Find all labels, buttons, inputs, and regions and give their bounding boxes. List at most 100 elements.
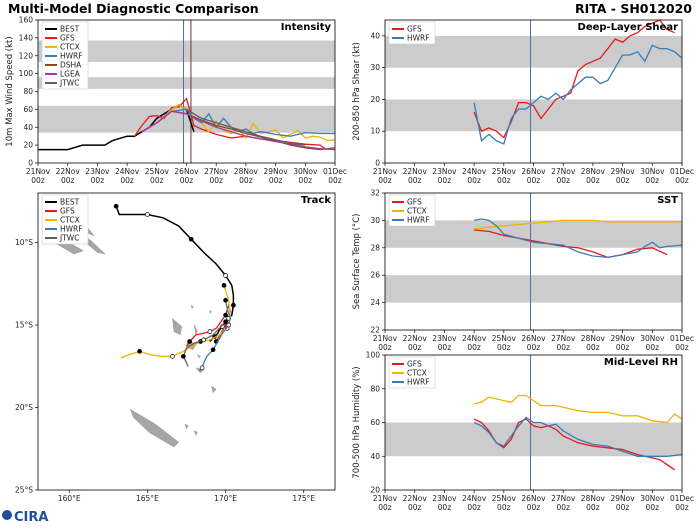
land-mass-10	[193, 430, 198, 437]
shear-xtick-label: 29Nov	[611, 167, 636, 176]
shear-ytick-label: 10	[370, 127, 380, 136]
sst-ytick-label: 30	[370, 216, 380, 225]
intensity-legend-label-ctcx: CTCX	[60, 43, 80, 52]
sst-xtick-label: 28Nov	[581, 334, 606, 343]
intensity-band-1	[38, 77, 335, 89]
intensity-ylabel: 10m Max Wind Speed (kt)	[5, 36, 15, 146]
rh-xtick-label-hour: 00z	[378, 503, 392, 512]
intensity-xtick-label-hour: 00z	[299, 176, 313, 185]
track-point-hwrf	[223, 297, 228, 303]
shear-band-0	[385, 99, 682, 132]
intensity-ytick-label: 80	[23, 87, 33, 96]
shear-series-hwrf	[473, 44, 683, 145]
shear-xtick-label-hour: 00z	[408, 176, 422, 185]
shear-panel: 01020304021Nov00z22Nov00z23Nov00z24Nov00…	[352, 19, 694, 185]
track-panel: 160°E 165°E 170°E 175°E 10°S 15°S 20°S 25°S Trac…	[15, 192, 336, 503]
track-legend-label-jtwc: JTWC	[59, 234, 79, 243]
track-point-best	[231, 302, 236, 308]
rh-xtick-label-hour: 00z	[408, 503, 422, 512]
sst-xtick-label-hour: 00z	[438, 343, 452, 352]
sst-xtick-label-hour: 00z	[675, 343, 689, 352]
rh-xtick-label-hour: 00z	[675, 503, 689, 512]
track-frame	[37, 192, 336, 491]
track-point-hwrf	[199, 365, 205, 371]
intensity-xtick-label-hour: 00z	[269, 176, 283, 185]
sst-ytick-label: 32	[370, 189, 380, 198]
track-xtick-label: 170°E	[214, 494, 237, 503]
track-series-best	[115, 205, 235, 343]
sst-xtick-label: 26Nov	[521, 334, 546, 343]
shear-xtick-label: 26Nov	[521, 167, 546, 176]
rh-xtick-label: 22Nov	[403, 494, 428, 503]
storm-id: RITA - SH012020	[575, 1, 692, 16]
intensity-xtick-label-hour: 00z	[61, 176, 75, 185]
intensity-xtick-label-hour: 00z	[239, 176, 253, 185]
shear-xtick-label: 23Nov	[432, 167, 457, 176]
sst-series-hwrf	[473, 218, 683, 259]
rh-series-ctcx	[473, 394, 683, 424]
intensity-series-lgea	[141, 110, 336, 151]
track-point-jtwc	[223, 319, 228, 325]
intensity-legend-label-hwrf: HWRF	[60, 52, 83, 61]
intensity-ytick-label: 20	[23, 141, 33, 150]
sst-xtick-label: 24Nov	[462, 334, 487, 343]
rh-legend-label-hwrf: HWRF	[407, 378, 430, 387]
sst-ytick-label: 28	[370, 243, 380, 252]
shear-xtick-label: 30Nov	[640, 167, 665, 176]
rh-xtick-label: 29Nov	[611, 494, 636, 503]
rh-xtick-label: 21Nov	[373, 494, 398, 503]
sst-xtick-label: 29Nov	[611, 334, 636, 343]
land-mass-5	[172, 317, 183, 336]
rh-xtick-label: 28Nov	[581, 494, 606, 503]
land-mass-4	[129, 408, 179, 448]
sst-legend-label-ctcx: CTCX	[407, 207, 427, 216]
track-ytick-label: 10°S	[15, 238, 33, 247]
intensity-xtick-label-hour: 00z	[91, 176, 105, 185]
rh-ytick-label: 60	[370, 418, 380, 427]
figure-title: Multi-Model Diagnostic Comparison	[8, 1, 259, 16]
rh-xtick-label: 26Nov	[521, 494, 546, 503]
intensity-xtick-label-hour: 00z	[180, 176, 194, 185]
shear-xtick-label-hour: 00z	[616, 176, 630, 185]
shear-title: Deep-Layer Shear	[578, 22, 679, 33]
intensity-ytick-label: 60	[23, 105, 33, 114]
intensity-xtick-label-hour: 00z	[31, 176, 45, 185]
sst-xtick-label: 01Dec	[670, 334, 694, 343]
shear-legend-label-gfs: GFS	[407, 25, 422, 34]
intensity-xtick-label: 25Nov	[145, 167, 170, 176]
shear-xtick-label-hour: 00z	[675, 176, 689, 185]
sst-xtick-label: 30Nov	[640, 334, 665, 343]
intensity-legend-label-gfs: GFS	[60, 34, 75, 43]
shear-xtick-label-hour: 00z	[527, 176, 541, 185]
intensity-series-jtwc	[186, 108, 306, 146]
rh-xtick-label-hour: 00z	[586, 503, 600, 512]
rh-xtick-label: 25Nov	[492, 494, 517, 503]
rh-xtick-label-hour: 00z	[556, 503, 570, 512]
intensity-band-2	[38, 40, 335, 63]
track-title: Track	[301, 195, 331, 206]
intensity-ytick-label: 0	[28, 159, 33, 168]
shear-xtick-label: 21Nov	[373, 167, 398, 176]
cira-logo: CIRA	[2, 510, 48, 525]
track-xtick-label: 165°E	[136, 494, 159, 503]
track-point-jtwc	[201, 337, 207, 343]
sst-xtick-label: 25Nov	[492, 334, 517, 343]
intensity-ytick-label: 40	[23, 123, 33, 132]
intensity-xtick-label: 24Nov	[115, 167, 140, 176]
shear-xtick-label: 25Nov	[492, 167, 517, 176]
intensity-xtick-label: 21Nov	[26, 167, 51, 176]
shear-xtick-label: 27Nov	[551, 167, 576, 176]
intensity-legend-label-lgea: LGEA	[60, 70, 81, 79]
intensity-xtick-label: 30Nov	[293, 167, 318, 176]
rh-panel: 2040608010021Nov00z22Nov00z23Nov00z24Nov…	[352, 351, 694, 513]
track-point-hwrf	[210, 347, 216, 353]
track-point-best	[188, 236, 194, 242]
rh-xtick-label: 30Nov	[640, 494, 665, 503]
sst-ytick-label: 24	[370, 298, 380, 307]
intensity-xtick-label-hour: 00z	[150, 176, 164, 185]
sst-legend-label-gfs: GFS	[407, 198, 422, 207]
shear-xtick-label: 22Nov	[403, 167, 428, 176]
